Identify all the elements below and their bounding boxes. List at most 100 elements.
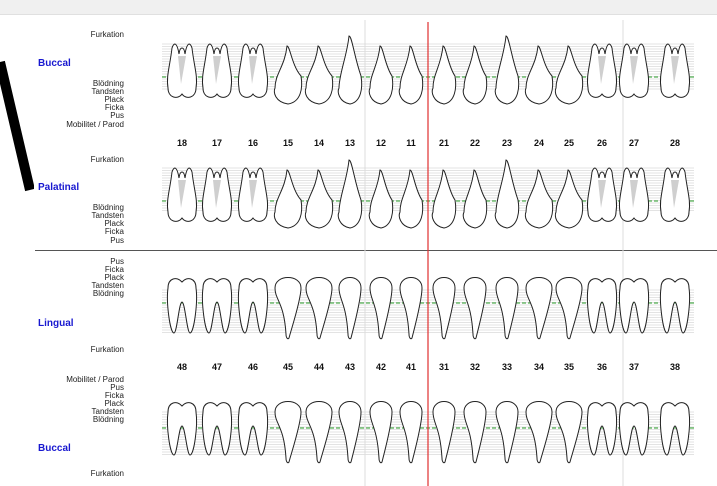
- palatinal-tooth-12: [368, 169, 394, 229]
- panel-header-bar: [0, 0, 717, 15]
- upper-buccal-tooth-24: [524, 45, 554, 105]
- lower-tooth-number-45[interactable]: 45: [282, 362, 293, 372]
- lower-tooth-number-43[interactable]: 43: [344, 362, 355, 372]
- lower-tooth-number-31[interactable]: 31: [438, 362, 449, 372]
- diagonal-stroke: [0, 60, 34, 192]
- upper-buccal-tooth-21: [431, 45, 457, 105]
- lingual-label-bleeding: Blödning: [92, 289, 124, 298]
- lingual-label-pus: Pus: [110, 257, 124, 266]
- lingual-tooth-32: [463, 277, 487, 340]
- lower-tooth-number-46[interactable]: 46: [247, 362, 258, 372]
- lower-tooth-number-35[interactable]: 35: [563, 362, 574, 372]
- lower-buccal-label-pocket: Ficka: [104, 391, 124, 400]
- lower-buccal-tooth-34: [525, 401, 553, 464]
- lower-tooth-number-38[interactable]: 38: [669, 362, 680, 372]
- lingual-tooth-33: [495, 277, 519, 340]
- lower-buccal-molar-46: [238, 402, 268, 456]
- lower-buccal-molar-38: [660, 402, 690, 456]
- lower-tooth-number-41[interactable]: 41: [405, 362, 416, 372]
- lingual-label-plaque: Plack: [104, 273, 124, 282]
- palatinal-tooth-14: [304, 169, 334, 229]
- palatinal-molar-16: [238, 167, 268, 222]
- lower-buccal-molar-37: [619, 402, 649, 456]
- lower-tooth-number-36[interactable]: 36: [596, 362, 607, 372]
- upper-tooth-number-17[interactable]: 17: [211, 138, 222, 148]
- upper-buccal-label-pocket: Ficka: [104, 103, 124, 112]
- palatinal-tooth-13: [337, 159, 363, 229]
- upper-buccal-tooth-13: [337, 35, 363, 105]
- lingual-label-pocket: Ficka: [104, 265, 124, 274]
- lower-tooth-number-33[interactable]: 33: [501, 362, 512, 372]
- lingual-tooth-43: [338, 277, 362, 340]
- lower-buccal-title: Buccal: [38, 443, 71, 454]
- upper-buccal-tooth-25: [554, 45, 584, 105]
- lower-tooth-number-37[interactable]: 37: [628, 362, 639, 372]
- jaw-divider-line: [35, 250, 717, 251]
- lingual-tooth-41: [399, 277, 423, 340]
- upper-buccal-molar-26: [587, 43, 617, 98]
- upper-tooth-number-28[interactable]: 28: [669, 138, 680, 148]
- lower-buccal-tooth-43: [338, 401, 362, 464]
- lower-tooth-number-48[interactable]: 48: [176, 362, 187, 372]
- palatinal-tooth-25: [554, 169, 584, 229]
- lingual-tooth-31: [432, 277, 456, 340]
- upper-tooth-number-14[interactable]: 14: [313, 138, 324, 148]
- upper-buccal-label-bleeding: Blödning: [92, 79, 124, 88]
- lower-tooth-number-47[interactable]: 47: [211, 362, 222, 372]
- upper-tooth-number-24[interactable]: 24: [533, 138, 544, 148]
- palatinal-title: Palatinal: [38, 182, 80, 193]
- lower-tooth-number-42[interactable]: 42: [375, 362, 386, 372]
- upper-buccal-tooth-14: [304, 45, 334, 105]
- upper-tooth-number-12[interactable]: 12: [375, 138, 386, 148]
- palatinal-tooth-23: [494, 159, 520, 229]
- palatinal-tooth-15: [273, 169, 303, 229]
- upper-buccal-molar-28: [660, 43, 690, 98]
- palatinal-molar-26: [587, 167, 617, 222]
- upper-furkation-label: Furkation: [90, 30, 124, 39]
- lower-buccal-tooth-35: [555, 401, 583, 464]
- upper-buccal-title: Buccal: [38, 58, 71, 69]
- lower-tooth-number-34[interactable]: 34: [533, 362, 544, 372]
- lower-buccal-label-mobility: Mobilitet / Parod: [66, 375, 124, 384]
- palatinal-label-plaque: Plack: [104, 219, 124, 228]
- upper-tooth-number-11[interactable]: 11: [406, 138, 416, 148]
- lower-buccal-label-calculus: Tandsten: [91, 407, 124, 416]
- lower-buccal-molar-48: [167, 402, 197, 456]
- upper-tooth-number-22[interactable]: 22: [469, 138, 480, 148]
- lingual-molar-36: [587, 278, 617, 334]
- upper-buccal-label-plaque: Plack: [104, 95, 124, 104]
- palatinal-molar-17: [202, 167, 232, 222]
- lingual-molar-46: [238, 278, 268, 334]
- lower-buccal-tooth-41: [399, 401, 423, 464]
- lower-buccal-label-pus: Pus: [110, 383, 124, 392]
- palatinal-molar-18: [167, 167, 197, 222]
- upper-buccal-tooth-12: [368, 45, 394, 105]
- upper-tooth-number-21[interactable]: 21: [438, 138, 449, 148]
- lingual-molar-38: [660, 278, 690, 334]
- lower-tooth-number-32[interactable]: 32: [469, 362, 480, 372]
- palatinal-molar-28: [660, 167, 690, 222]
- palatinal-label-pus: Pus: [110, 236, 124, 245]
- lingual-tooth-35: [555, 277, 583, 340]
- upper-tooth-number-23[interactable]: 23: [501, 138, 512, 148]
- lower-buccal-label-plaque: Plack: [104, 399, 124, 408]
- upper-tooth-number-15[interactable]: 15: [282, 138, 293, 148]
- lower-tooth-number-44[interactable]: 44: [313, 362, 324, 372]
- upper-buccal-molar-27: [619, 43, 649, 98]
- upper-tooth-number-27[interactable]: 27: [628, 138, 639, 148]
- upper-tooth-number-16[interactable]: 16: [247, 138, 258, 148]
- upper-buccal-label-mobility: Mobilitet / Parod: [66, 120, 124, 129]
- lower-mid-furkation-label: Furkation: [90, 345, 124, 354]
- lingual-tooth-42: [369, 277, 393, 340]
- lower-buccal-molar-36: [587, 402, 617, 456]
- upper-tooth-number-26[interactable]: 26: [596, 138, 607, 148]
- lower-buccal-tooth-31: [432, 401, 456, 464]
- lingual-title: Lingual: [38, 318, 74, 329]
- upper-tooth-number-25[interactable]: 25: [563, 138, 574, 148]
- lingual-tooth-34: [525, 277, 553, 340]
- palatinal-tooth-22: [462, 169, 488, 229]
- upper-tooth-number-18[interactable]: 18: [176, 138, 187, 148]
- upper-tooth-number-13[interactable]: 13: [344, 138, 355, 148]
